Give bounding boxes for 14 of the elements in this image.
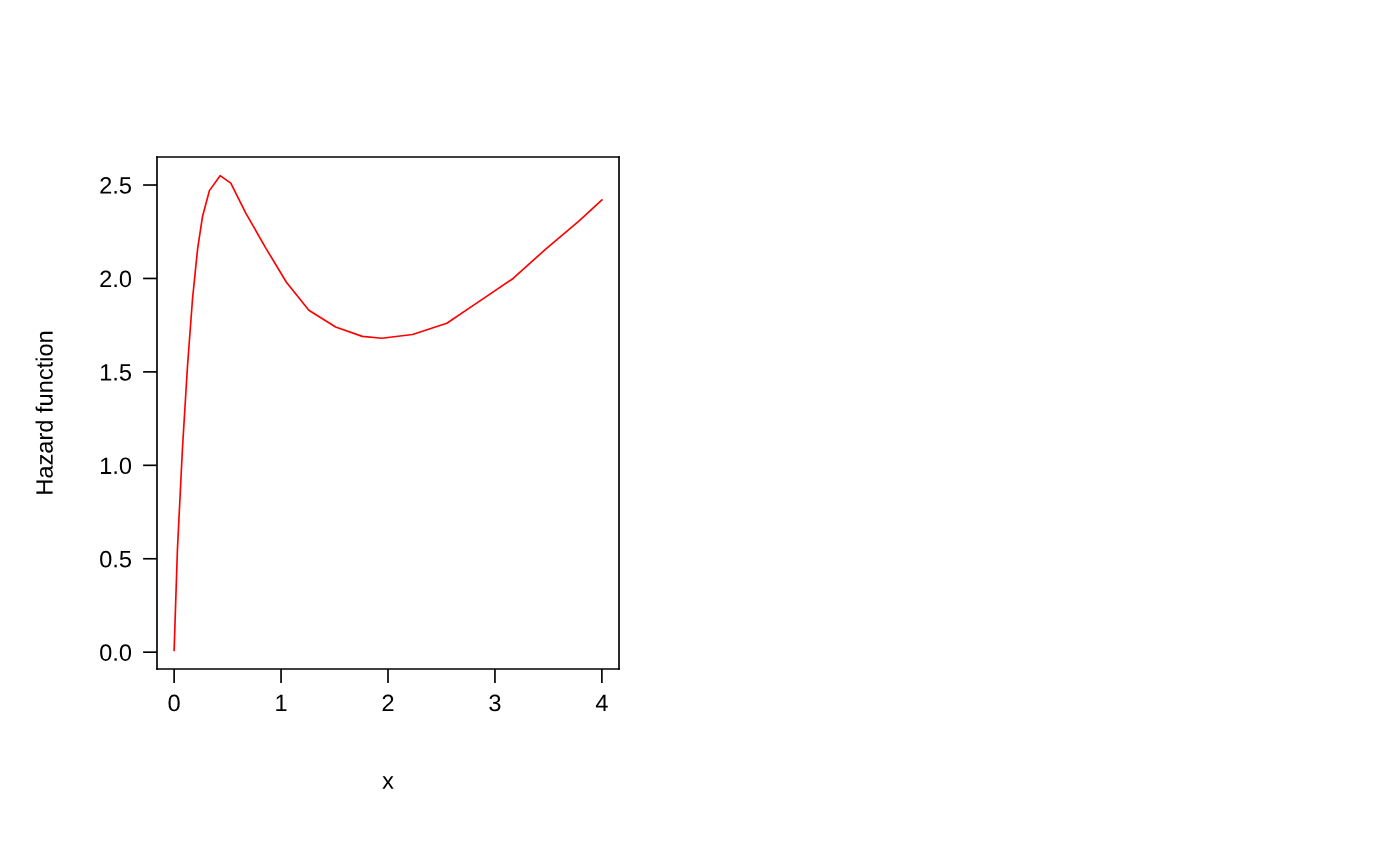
y-tick-label: 0.0 bbox=[100, 644, 132, 661]
y-axis-title: Hazard function bbox=[35, 331, 53, 494]
x-axis-title: x bbox=[382, 776, 394, 789]
x-tick-label: 1 bbox=[276, 694, 287, 712]
x-tick-label: 0 bbox=[168, 694, 180, 712]
x-tick-label: 4 bbox=[595, 694, 608, 712]
line-series bbox=[173, 174, 603, 652]
y-tick-label: 2.5 bbox=[100, 177, 132, 194]
y-tick-label: 0.5 bbox=[100, 550, 132, 568]
y-tick-label: 2.0 bbox=[100, 270, 132, 288]
x-tick-label: 2 bbox=[382, 694, 394, 712]
y-tick-label: 1.5 bbox=[100, 364, 132, 381]
x-tick-label: 3 bbox=[489, 694, 501, 712]
y-tick-label: 1.0 bbox=[100, 457, 132, 475]
